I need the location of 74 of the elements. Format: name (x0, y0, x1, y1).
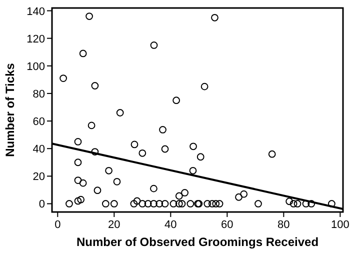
point (74, 197, 82, 205)
x-tick-label: 40 (164, 219, 177, 231)
point (208, 200, 216, 208)
point (212, 200, 220, 208)
point (116, 109, 124, 116)
point (254, 200, 262, 208)
point (74, 158, 82, 166)
point (130, 200, 138, 208)
point (189, 166, 197, 174)
point (138, 200, 146, 208)
point (102, 200, 110, 208)
point (130, 140, 138, 148)
y-tick-label: 120 (26, 33, 45, 46)
point (86, 12, 93, 20)
point (286, 198, 294, 206)
point (178, 200, 186, 208)
point (60, 74, 67, 82)
y-tick-label: 140 (26, 6, 45, 18)
point (150, 184, 158, 192)
point (240, 190, 248, 198)
y-tick-label: 60 (32, 116, 45, 128)
point (74, 138, 82, 146)
y-tick-label: 40 (32, 144, 45, 156)
point (186, 200, 194, 208)
point (175, 200, 183, 208)
x-tick-label: 0 (54, 219, 61, 231)
point (200, 82, 208, 90)
y-tick-label: 80 (32, 88, 45, 100)
point (79, 179, 87, 187)
point (77, 196, 85, 204)
point (91, 82, 99, 90)
point (181, 189, 188, 196)
point (302, 200, 310, 208)
y-axis-title: Number of Ticks (3, 62, 17, 157)
point (235, 193, 242, 201)
point (216, 200, 224, 208)
point (88, 122, 96, 130)
point (150, 42, 158, 49)
point (159, 126, 166, 134)
y-tick-label: 20 (32, 171, 45, 184)
point (79, 50, 87, 58)
x-tick-label: 20 (108, 219, 120, 231)
point (66, 200, 73, 208)
y-tick-label: 0 (38, 198, 45, 211)
x-tick-label: 100 (330, 219, 350, 231)
x-tick-label: 80 (278, 219, 290, 231)
point (150, 200, 158, 208)
y-tick-label: 100 (26, 60, 45, 73)
point (290, 200, 298, 208)
point (144, 200, 152, 208)
x-axis-title: Number of Observed Groomings Received (76, 235, 319, 249)
point (190, 142, 197, 150)
point (161, 200, 169, 208)
point (110, 200, 118, 208)
point (74, 176, 82, 184)
x-tick-label: 60 (221, 219, 234, 231)
point (308, 200, 316, 208)
point (294, 200, 302, 208)
point (161, 145, 169, 153)
point (196, 153, 204, 161)
point (94, 186, 102, 194)
point (91, 148, 99, 156)
point (268, 150, 276, 158)
point (156, 200, 164, 208)
point (113, 178, 121, 186)
point (138, 149, 146, 157)
point (133, 197, 141, 205)
point (170, 200, 178, 208)
point (105, 166, 112, 174)
point (328, 200, 336, 208)
point (175, 192, 183, 200)
point (172, 96, 180, 104)
point (211, 14, 218, 22)
point (204, 200, 212, 208)
